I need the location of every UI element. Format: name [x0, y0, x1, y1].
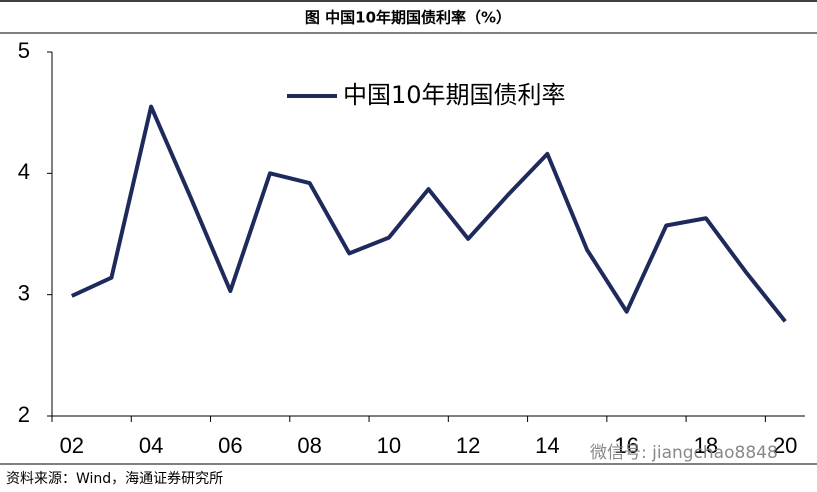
- x-tick-label: 20: [773, 433, 797, 458]
- legend-label: 中国10年期国债利率: [343, 81, 566, 109]
- x-tick-label: 18: [694, 433, 718, 458]
- x-tick-label: 12: [456, 433, 480, 458]
- chart-title: 图 中国10年期国债利率（%）: [305, 9, 511, 27]
- x-tick-label: 16: [614, 433, 638, 458]
- y-tick-label: 3: [18, 280, 30, 305]
- x-tick-label: 08: [297, 433, 321, 458]
- source-note: 资料来源：Wind，海通证券研究所: [6, 471, 223, 487]
- x-tick-label: 04: [139, 433, 163, 458]
- y-tick-label: 2: [18, 402, 30, 427]
- data-line: [70, 104, 787, 323]
- x-tick-label: 02: [60, 433, 84, 458]
- x-tick-label: 10: [377, 433, 401, 458]
- x-tick-label: 14: [535, 433, 559, 458]
- y-tick-label: 4: [18, 159, 30, 184]
- watermark: 微信号: jiangchao8848: [590, 443, 778, 463]
- x-tick-label: 06: [218, 433, 242, 458]
- y-tick-label: 5: [18, 38, 30, 63]
